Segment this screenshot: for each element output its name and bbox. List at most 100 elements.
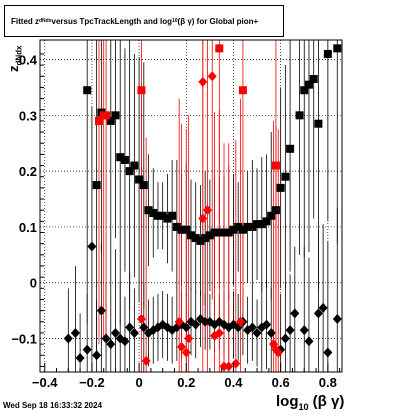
- diamond-marker: [87, 241, 97, 252]
- square-marker: [135, 175, 144, 184]
- square-marker: [172, 222, 181, 231]
- square-marker: [83, 86, 92, 95]
- diamond-marker: [191, 319, 201, 330]
- diamond-marker: [75, 353, 85, 364]
- diamond-marker: [129, 327, 139, 338]
- diamond-marker: [174, 316, 184, 327]
- data-markers: [63, 44, 342, 372]
- square-marker: [116, 153, 125, 162]
- diamond-marker: [82, 344, 92, 355]
- y-axis-label-main: z: [6, 65, 21, 73]
- square-marker: [281, 172, 290, 181]
- diamond-marker: [224, 361, 234, 372]
- diamond-marker: [111, 327, 120, 338]
- square-marker: [215, 44, 224, 53]
- diamond-marker: [273, 347, 283, 358]
- square-marker: [314, 119, 323, 128]
- diamond-marker: [280, 333, 290, 344]
- x-tick-label: 0.8: [319, 375, 337, 390]
- square-marker: [333, 44, 342, 53]
- diamond-marker: [304, 336, 314, 347]
- square-marker: [271, 161, 280, 170]
- diamond-marker: [247, 322, 257, 333]
- square-marker: [163, 214, 172, 223]
- square-marker: [210, 228, 219, 237]
- diamond-marker: [203, 205, 213, 216]
- square-marker: [238, 225, 247, 234]
- diamond-marker: [236, 316, 246, 327]
- diamond-marker: [181, 322, 191, 333]
- x-tick-label: 0.4: [224, 375, 243, 390]
- diamond-marker: [70, 327, 80, 338]
- square-marker: [304, 80, 313, 89]
- diamond-marker: [252, 327, 262, 338]
- square-marker: [300, 86, 309, 95]
- y-axis-label-sub: dNdx: [14, 45, 24, 66]
- square-marker: [201, 234, 210, 243]
- square-marker: [144, 206, 153, 215]
- y-tick-label: −0.1: [11, 332, 37, 347]
- square-marker: [215, 228, 224, 237]
- square-marker: [168, 211, 177, 220]
- diamond-marker: [198, 76, 208, 87]
- square-marker: [102, 111, 111, 120]
- diamond-marker: [177, 341, 187, 352]
- diamond-marker: [125, 322, 135, 333]
- diamond-marker: [92, 350, 102, 361]
- timestamp-footer: Wed Sep 18 16:33:32 2024: [3, 401, 103, 410]
- x-tick-label: −0.2: [79, 375, 105, 390]
- square-marker: [267, 211, 276, 220]
- diamond-marker: [198, 213, 208, 224]
- diamond-marker: [290, 308, 300, 319]
- diamond-marker: [141, 355, 151, 366]
- x-axis-label: log10 (β γ): [276, 393, 344, 412]
- y-tick-label: 0.1: [19, 220, 37, 235]
- square-marker: [125, 167, 134, 176]
- square-marker: [253, 220, 262, 229]
- diamond-marker: [101, 333, 111, 344]
- y-tick-label: 0.3: [19, 108, 37, 123]
- x-tick-label: 0: [135, 375, 142, 390]
- y-axis-label: zdNdx: [6, 46, 24, 73]
- diamond-marker: [181, 347, 191, 358]
- square-marker: [120, 155, 129, 164]
- y-tick-label: 0.2: [19, 164, 37, 179]
- square-marker: [257, 220, 266, 229]
- square-marker: [177, 225, 186, 234]
- square-marker: [295, 111, 304, 120]
- diamond-marker: [231, 358, 241, 369]
- diamond-marker: [106, 339, 116, 350]
- square-marker: [106, 116, 115, 125]
- diamond-marker: [136, 313, 146, 324]
- y-tick-label: 0: [30, 276, 37, 291]
- square-marker: [309, 75, 318, 84]
- diamond-marker: [120, 336, 130, 347]
- title-sub2: 10: [171, 18, 178, 24]
- diamond-marker: [332, 313, 342, 324]
- diamond-marker: [200, 316, 210, 327]
- x-axis-label-tail: (β γ): [308, 393, 345, 410]
- square-marker: [191, 234, 200, 243]
- square-marker: [92, 181, 101, 190]
- title-sub1: dNdx: [39, 18, 52, 24]
- x-tick-label: 0.6: [272, 375, 290, 390]
- axis-ticks: −0.4 −0.2 0 0.2 0.4 0.6 0.8 −0.1 0 0.1 0.2 0.3 0.4: [11, 53, 341, 390]
- square-marker: [229, 225, 238, 234]
- square-marker: [224, 228, 233, 237]
- diamond-marker: [285, 325, 295, 336]
- x-tick-label: 0.2: [177, 375, 195, 390]
- diamond-marker: [266, 327, 276, 338]
- diamond-marker: [214, 327, 224, 338]
- square-marker: [196, 236, 205, 245]
- square-marker: [276, 183, 285, 192]
- y-tick-label: 0.4: [19, 53, 38, 68]
- square-marker: [94, 116, 103, 125]
- diamond-marker: [96, 305, 106, 316]
- square-marker: [111, 111, 120, 120]
- square-marker: [187, 231, 195, 240]
- square-marker: [158, 211, 167, 220]
- title-tail: (β γ) for Global pion+: [177, 16, 259, 26]
- x-axis-label-sub: 10: [298, 402, 309, 412]
- square-marker: [234, 222, 243, 231]
